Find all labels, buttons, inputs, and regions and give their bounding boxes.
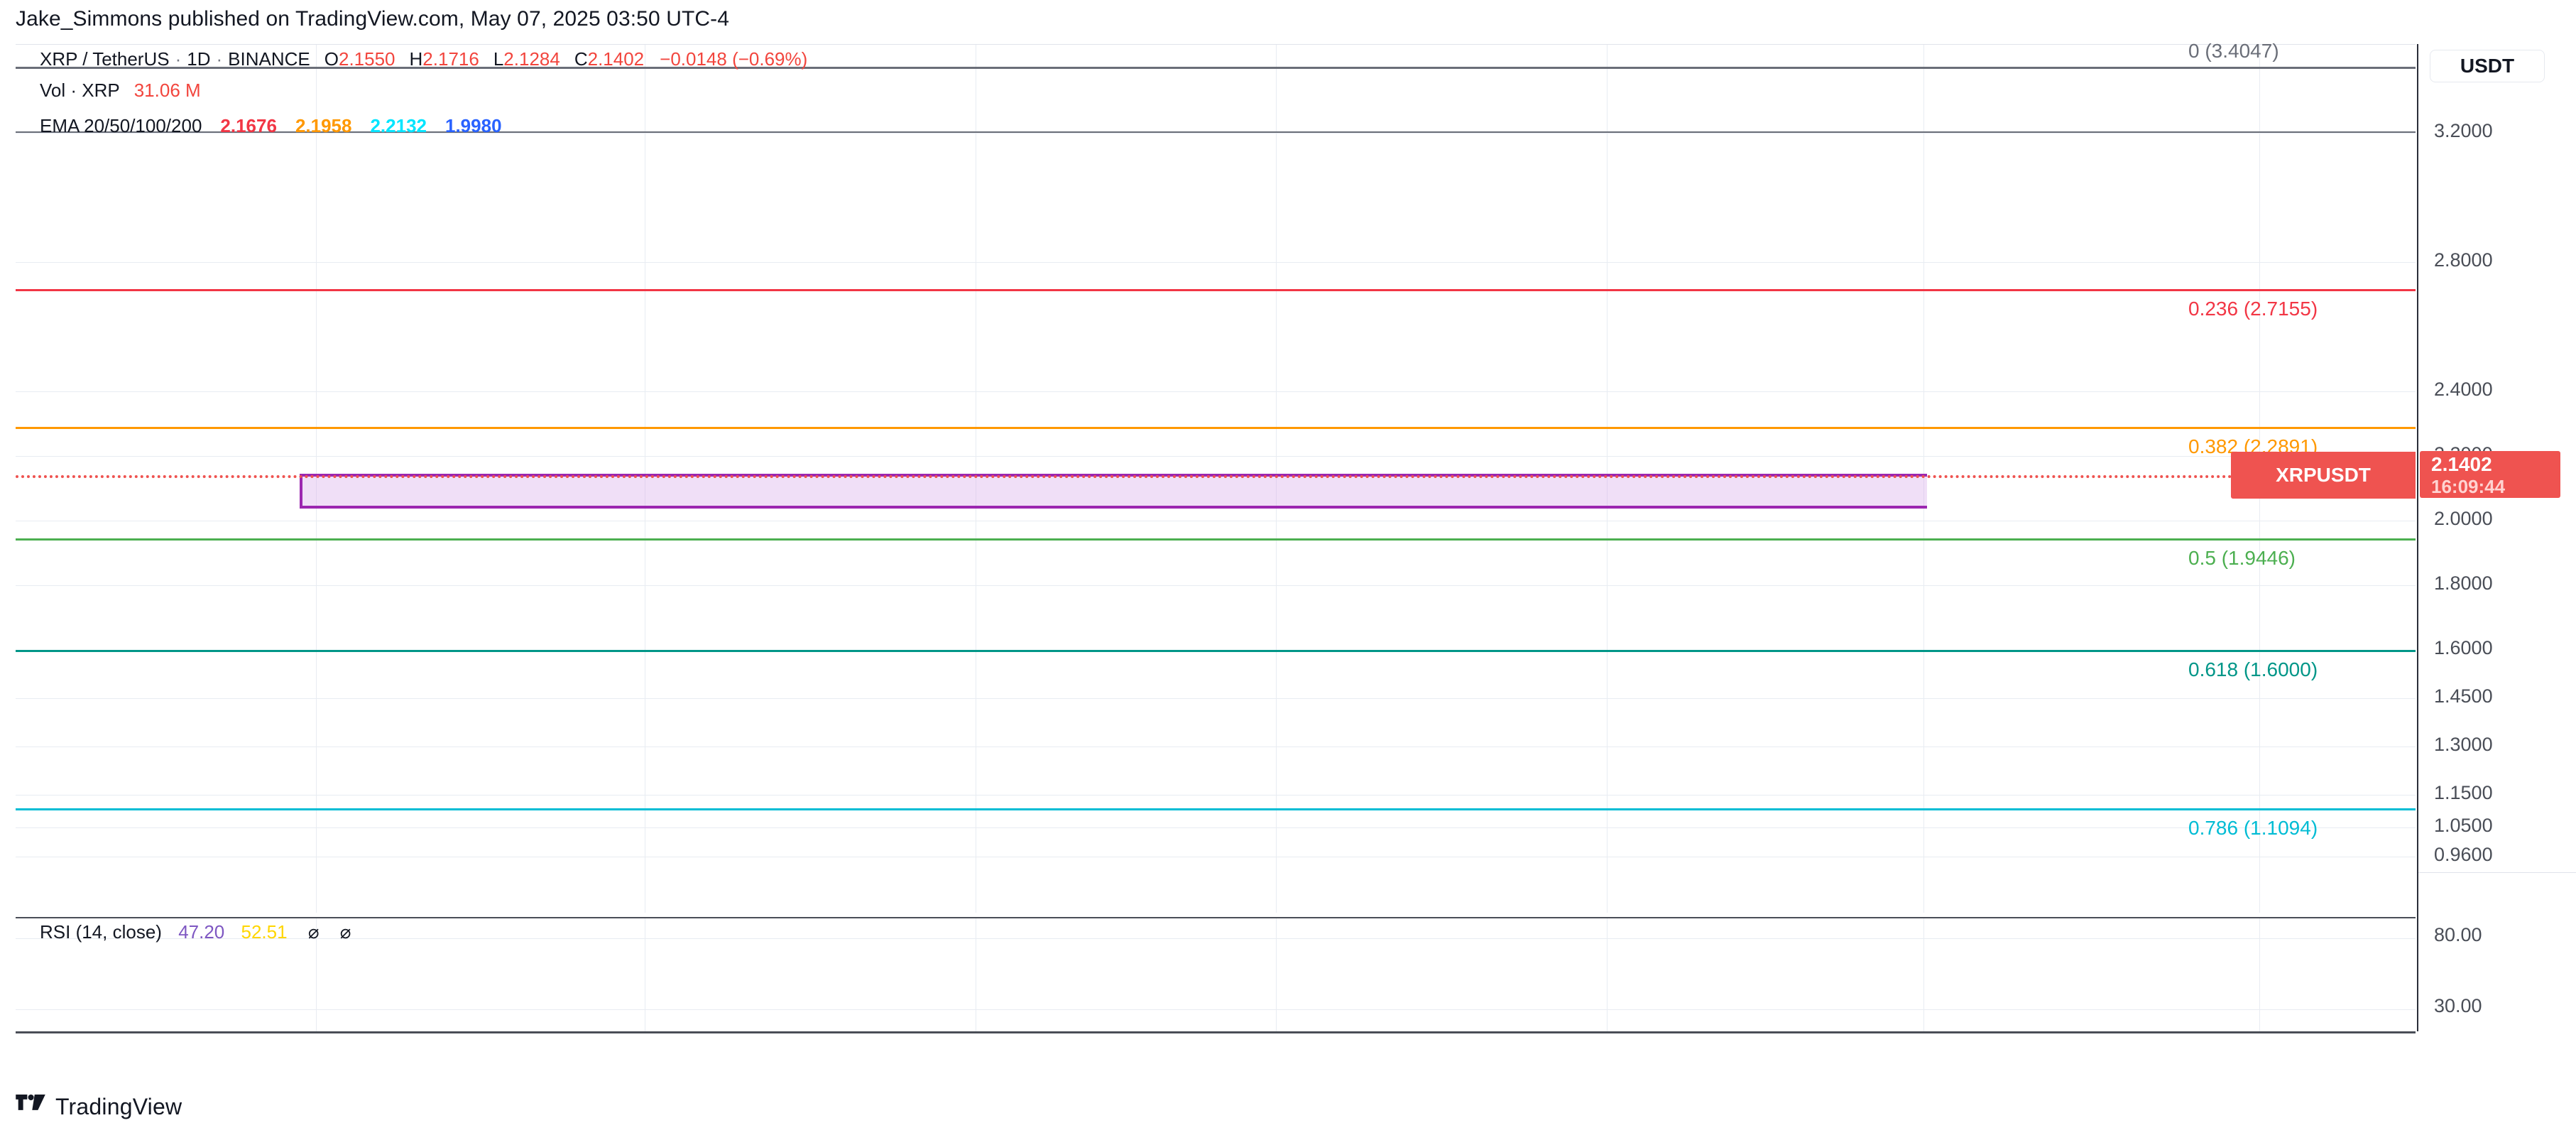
legend-ema200-value: 1.9980 bbox=[445, 115, 502, 136]
price-axis-tick: 1.6000 bbox=[2434, 636, 2493, 658]
tradingview-footer: TradingView bbox=[16, 1094, 182, 1120]
price-axis-tick: 2.4000 bbox=[2434, 378, 2493, 400]
price-axis-tick: 3.2000 bbox=[2434, 119, 2493, 141]
current-price-tag[interactable]: 2.1402 16:09:44 bbox=[2420, 450, 2560, 498]
legend-symbol[interactable]: XRP / TetherUS bbox=[40, 48, 170, 70]
rsi-title: RSI (14, close) bbox=[40, 921, 162, 943]
time-gridline-rsi bbox=[1923, 918, 1925, 1033]
rsi-empty-1: ⌀ bbox=[307, 921, 320, 943]
fib-level-line[interactable] bbox=[16, 538, 2416, 541]
legend-open-value: 2.1550 bbox=[338, 48, 395, 70]
time-gridline-rsi bbox=[2259, 918, 2261, 1033]
time-gridline-rsi bbox=[1275, 918, 1277, 1033]
price-axis-tick: 1.1500 bbox=[2434, 782, 2493, 804]
fib-level-line[interactable] bbox=[16, 649, 2416, 652]
axis-pane-separator bbox=[2418, 872, 2576, 873]
time-gridline bbox=[1275, 45, 1277, 913]
legend-close-value: 2.1402 bbox=[587, 48, 645, 70]
price-gridline bbox=[16, 697, 2416, 699]
legend-high-value: 2.1716 bbox=[422, 48, 479, 70]
legend-open-label: O bbox=[324, 48, 339, 70]
legend-ema20-value: 2.1676 bbox=[220, 115, 277, 136]
fib-level-label[interactable]: 0.236 (2.7155) bbox=[2188, 298, 2318, 320]
legend-ema100-value: 2.2132 bbox=[370, 115, 427, 136]
price-gridline bbox=[16, 585, 2416, 586]
time-gridline-rsi bbox=[1606, 918, 1608, 1033]
rsi-legend[interactable]: RSI (14, close) 47.20 52.51 ⌀ ⌀ bbox=[40, 921, 351, 943]
rsi-empty-2: ⌀ bbox=[339, 921, 351, 943]
legend-sep-2: · bbox=[216, 48, 223, 70]
fib-level-line[interactable] bbox=[16, 427, 2416, 430]
legend-volume-row[interactable]: Vol · XRP 31.06 M bbox=[40, 76, 807, 104]
fib-level-line[interactable] bbox=[16, 289, 2416, 292]
legend-low-label: L bbox=[493, 48, 504, 70]
legend-close-label: C bbox=[574, 48, 588, 70]
price-axis-unit[interactable]: USDT bbox=[2430, 50, 2545, 82]
price-axis-tick: 1.4500 bbox=[2434, 685, 2493, 707]
rsi-axis-tick: 30.00 bbox=[2434, 995, 2482, 1016]
price-axis-tick: 2.8000 bbox=[2434, 249, 2493, 271]
tradingview-brand-name: TradingView bbox=[55, 1094, 182, 1119]
price-gridline bbox=[16, 827, 2416, 828]
time-axis[interactable] bbox=[16, 1031, 2416, 1083]
price-axis-tick: 2.0000 bbox=[2434, 507, 2493, 529]
price-gridline bbox=[16, 455, 2416, 457]
price-axis-tick: 1.3000 bbox=[2434, 734, 2493, 756]
fib-level-line[interactable] bbox=[16, 66, 2416, 69]
legend-ema50-value: 2.1958 bbox=[295, 115, 352, 136]
price-axis[interactable]: USDT 3.20002.80002.40002.20002.00001.800… bbox=[2417, 44, 2576, 1031]
current-price-line bbox=[16, 474, 2416, 478]
support-zone-rect[interactable] bbox=[300, 473, 1928, 509]
price-gridline bbox=[16, 132, 2416, 134]
time-gridline bbox=[1923, 45, 1925, 913]
price-axis-tick: 1.0500 bbox=[2434, 814, 2493, 836]
legend-volume-label: Vol · XRP bbox=[40, 80, 120, 101]
fib-level-label[interactable]: 0 (3.4047) bbox=[2188, 39, 2279, 62]
fib-level-label[interactable]: 0.5 (1.9446) bbox=[2188, 546, 2296, 569]
rsi-axis-tick: 80.00 bbox=[2434, 924, 2482, 945]
symbol-price-tag[interactable]: XRPUSDT bbox=[2231, 451, 2416, 499]
legend-low-value: 2.1284 bbox=[503, 48, 560, 70]
volume-divider bbox=[16, 131, 2416, 133]
rsi-gridline bbox=[16, 938, 2416, 939]
price-gridline bbox=[16, 795, 2416, 796]
fib-level-label[interactable]: 0.618 (1.6000) bbox=[2188, 658, 2318, 680]
legend-sep-1: · bbox=[175, 48, 182, 70]
legend-interval[interactable]: 1D bbox=[187, 48, 211, 70]
legend-high-label: H bbox=[409, 48, 423, 70]
legend-change: −0.0148 (−0.69%) bbox=[660, 48, 808, 70]
fib-level-label[interactable]: 0.786 (1.1094) bbox=[2188, 816, 2318, 839]
price-axis-tick: 0.9600 bbox=[2434, 843, 2493, 865]
rsi-ma-value: 52.51 bbox=[241, 921, 288, 943]
rsi-pane[interactable]: RSI (14, close) 47.20 52.51 ⌀ ⌀ bbox=[16, 917, 2416, 1033]
chart-frame: 0 (3.4047) 0.236 (2.7155) 0.382 (2.2891) 0.… bbox=[16, 40, 2416, 1033]
fib-level-line[interactable] bbox=[16, 808, 2416, 810]
bar-countdown: 16:09:44 bbox=[2431, 475, 2506, 497]
rsi-series-canvas bbox=[16, 918, 2416, 1033]
legend-exchange: BINANCE bbox=[228, 48, 310, 70]
legend-ema-row[interactable]: EMA 20/50/100/200 2.1676 2.1958 2.2132 1… bbox=[40, 112, 807, 140]
current-price-value: 2.1402 bbox=[2431, 452, 2492, 475]
price-axis-tick: 1.8000 bbox=[2434, 572, 2493, 594]
time-gridline bbox=[1606, 45, 1608, 913]
price-series-canvas bbox=[16, 45, 2416, 913]
legend-volume-value: 31.06 M bbox=[133, 80, 201, 101]
legend-ema-label: EMA 20/50/100/200 bbox=[40, 115, 202, 136]
time-gridline-rsi bbox=[315, 918, 317, 1033]
rsi-gridline bbox=[16, 1009, 2416, 1010]
price-pane[interactable]: 0 (3.4047) 0.236 (2.7155) 0.382 (2.2891) 0.… bbox=[16, 40, 2416, 913]
time-gridline bbox=[315, 45, 317, 913]
rsi-value: 47.20 bbox=[178, 921, 225, 943]
price-gridline bbox=[16, 261, 2416, 263]
price-gridline bbox=[16, 391, 2416, 392]
tradingview-logo-icon bbox=[16, 1095, 45, 1119]
publication-attribution: Jake_Simmons published on TradingView.co… bbox=[16, 7, 730, 31]
